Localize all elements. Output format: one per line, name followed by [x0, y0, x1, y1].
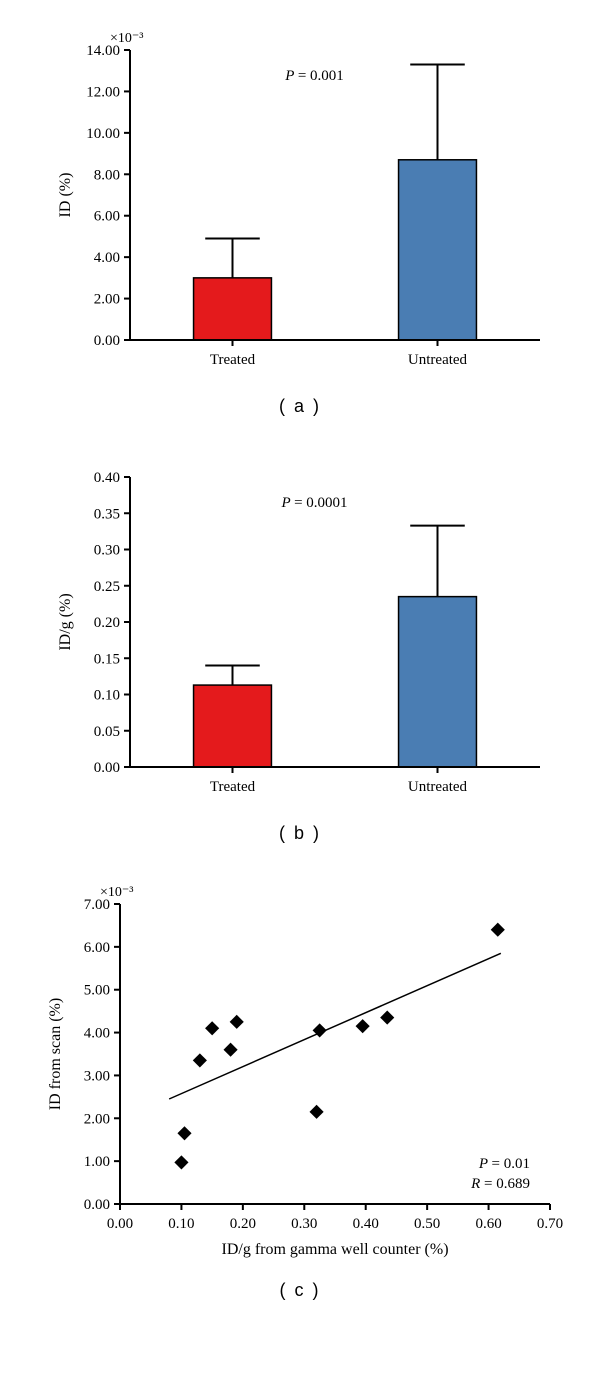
ytick-label: 8.00: [94, 167, 120, 183]
chart-a: 0.002.004.006.008.0010.0012.0014.00×10⁻³…: [40, 20, 560, 390]
scatter-point: [174, 1155, 188, 1169]
xtick-label: 0.70: [537, 1216, 563, 1232]
xtick-label: 0.50: [414, 1216, 440, 1232]
scatter-point: [193, 1053, 207, 1067]
chart-b: 0.00 0.05 0.10 0.15 0.20 0.25 0.30 0.35 0.40 Trea…: [40, 447, 560, 817]
scatter-point: [230, 1015, 244, 1029]
y-axis-label: ID/g (%): [57, 593, 74, 650]
chart-c: 0.001.002.003.004.005.006.007.000.000.10…: [30, 874, 570, 1274]
bar: [399, 597, 477, 767]
category-label: Treated: [210, 779, 256, 795]
ytick-label: 0.35: [94, 506, 120, 522]
ytick-label: 6.00: [94, 209, 120, 225]
p-value: P = 0.01: [478, 1156, 530, 1172]
r-value: R = 0.689: [470, 1176, 530, 1192]
panel-a: 0.002.004.006.008.0010.0012.0014.00×10⁻³…: [0, 0, 600, 427]
ytick-label: 0.25: [94, 579, 120, 595]
y-exponent: ×10⁻³: [100, 885, 133, 900]
ytick-label: 0.40: [94, 470, 120, 486]
y-axis-label: ID (%): [57, 173, 74, 218]
panel-c-label: ( c ): [280, 1280, 321, 1301]
ytick-label: 0.30: [94, 543, 120, 559]
category-label: Untreated: [408, 352, 468, 368]
fit-line: [169, 953, 501, 1099]
y-exponent: ×10⁻³: [110, 31, 143, 46]
xtick-label: 0.30: [291, 1216, 317, 1232]
bar: [194, 278, 272, 340]
ytick-label: 0.00: [84, 1197, 110, 1213]
scatter-point: [205, 1021, 219, 1035]
ytick-label: 5.00: [84, 983, 110, 999]
ytick-label: 0.00: [94, 760, 120, 776]
panel-b-label: ( b ): [279, 823, 321, 844]
ytick-label: 0.20: [94, 615, 120, 631]
ytick-label: 0.10: [94, 688, 120, 704]
p-value: P = 0.0001: [280, 495, 347, 511]
xtick-label: 0.10: [168, 1216, 194, 1232]
x-axis-label: ID/g from gamma well counter (%): [221, 1241, 448, 1258]
xtick-label: 0.60: [475, 1216, 501, 1232]
ytick-label: 0.15: [94, 651, 120, 667]
scatter-point: [491, 923, 505, 937]
scatter-point: [380, 1011, 394, 1025]
ytick-label: 6.00: [84, 940, 110, 956]
ytick-label: 3.00: [84, 1068, 110, 1084]
p-value: P = 0.001: [284, 68, 344, 84]
xtick-label: 0.40: [353, 1216, 379, 1232]
ytick-label: 4.00: [94, 250, 120, 266]
category-label: Treated: [210, 352, 256, 368]
ytick-label: 10.00: [86, 126, 120, 142]
ytick-label: 1.00: [84, 1154, 110, 1170]
ytick-label: 12.00: [86, 84, 120, 100]
y-axis-label: ID from scan (%): [47, 998, 64, 1110]
ytick-label: 0.05: [94, 724, 120, 740]
panel-a-label: ( a ): [279, 396, 321, 417]
xtick-label: 0.00: [107, 1216, 133, 1232]
ytick-label: 2.00: [94, 292, 120, 308]
panel-c: 0.001.002.003.004.005.006.007.000.000.10…: [0, 854, 600, 1311]
scatter-point: [310, 1105, 324, 1119]
scatter-point: [224, 1043, 238, 1057]
scatter-point: [177, 1126, 191, 1140]
panel-b: 0.00 0.05 0.10 0.15 0.20 0.25 0.30 0.35 0.40 Trea…: [0, 427, 600, 854]
ytick-label: 2.00: [84, 1111, 110, 1127]
category-label: Untreated: [408, 779, 468, 795]
ytick-label: 0.00: [94, 333, 120, 349]
ytick-label: 4.00: [84, 1026, 110, 1042]
scatter-point: [356, 1019, 370, 1033]
bar: [399, 160, 477, 340]
bar: [194, 685, 272, 767]
xtick-label: 0.20: [230, 1216, 256, 1232]
